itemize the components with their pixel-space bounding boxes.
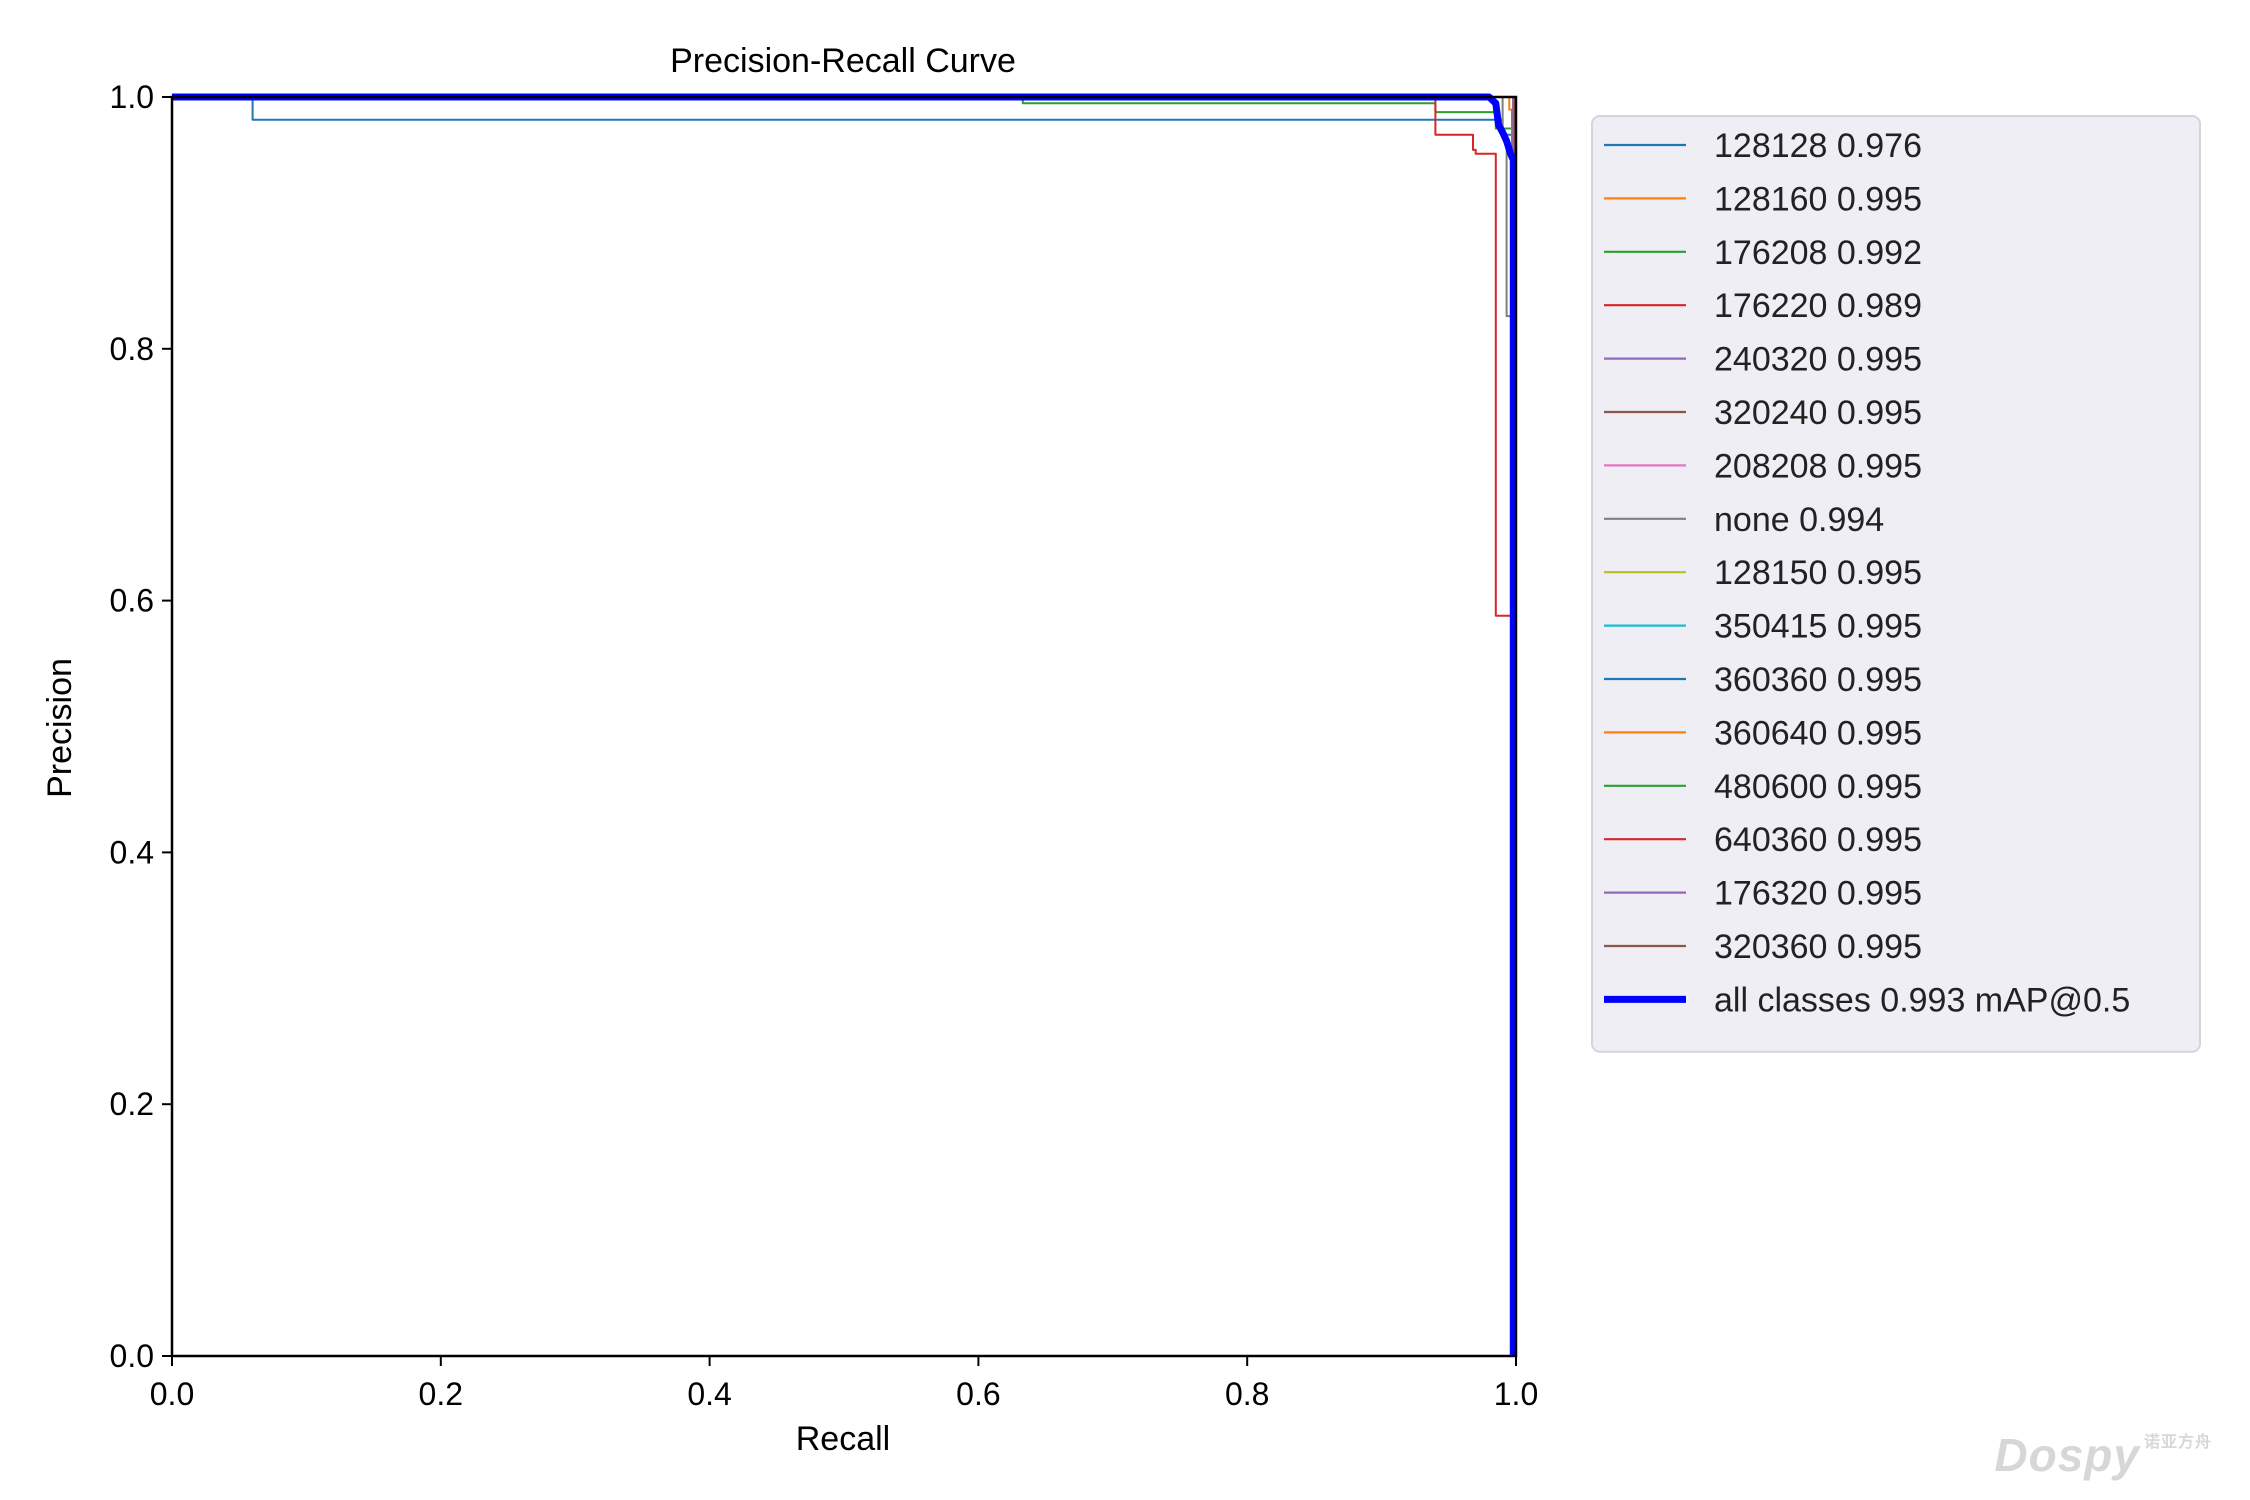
- legend-label: 208208 0.995: [1714, 447, 1922, 485]
- legend-label: 128160 0.995: [1714, 180, 1922, 218]
- chart-title: Precision-Recall Curve: [670, 42, 1016, 80]
- y-tick-label: 0.6: [110, 583, 154, 619]
- legend-label: all classes 0.993 mAP@0.5: [1714, 981, 2130, 1019]
- watermark-subtext: 诺亚方舟: [2143, 1434, 2212, 1451]
- legend-box: [1591, 115, 2201, 1053]
- y-tick-label: 1.0: [110, 79, 154, 115]
- legend-label: 360640 0.995: [1714, 714, 1922, 752]
- watermark: Dospy 诺亚方舟: [1994, 1428, 2212, 1482]
- x-tick-label: 0.8: [1225, 1376, 1269, 1412]
- watermark-text: Dospy: [1994, 1429, 2140, 1481]
- y-tick-label: 0.4: [110, 834, 154, 870]
- legend-label: 320360 0.995: [1714, 928, 1922, 966]
- legend-label: 480600 0.995: [1714, 768, 1922, 806]
- legend-label: 176320 0.995: [1714, 875, 1922, 913]
- legend-label: 128150 0.995: [1714, 554, 1922, 592]
- legend-label: 320240 0.995: [1714, 394, 1922, 432]
- y-axis-label: Precision: [41, 658, 79, 798]
- legend-label: 176208 0.992: [1714, 234, 1922, 272]
- x-tick-label: 1.0: [1494, 1376, 1538, 1412]
- legend-label: 640360 0.995: [1714, 821, 1922, 859]
- legend-label: none 0.994: [1714, 501, 1884, 539]
- legend-label: 128128 0.976: [1714, 127, 1922, 165]
- y-tick-label: 0.0: [110, 1338, 154, 1374]
- x-tick-label: 0.4: [687, 1376, 731, 1412]
- x-tick-label: 0.0: [150, 1376, 194, 1412]
- x-axis-label: Recall: [796, 1420, 890, 1458]
- axes-layer: 0.0 0.2 0.4 0.6 0.8 1.0 0.0 0.2 0.4 0.6 0.8 1.0: [110, 79, 1539, 1412]
- y-tick-label: 0.8: [110, 331, 154, 367]
- legend: 128128 0.976 128160 0.995 176208 0.992 1762…: [1591, 115, 2201, 1053]
- legend-label: 350415 0.995: [1714, 608, 1922, 646]
- x-tick-label: 0.2: [419, 1376, 463, 1412]
- y-tick-label: 0.2: [110, 1086, 154, 1122]
- series-line-16: [172, 93, 1517, 1356]
- legend-label: 240320 0.995: [1714, 341, 1922, 379]
- x-tick-label: 0.6: [956, 1376, 1000, 1412]
- axes-frame: [170, 95, 1518, 1358]
- legend-label: 360360 0.995: [1714, 661, 1922, 699]
- legend-label: 176220 0.989: [1714, 287, 1922, 325]
